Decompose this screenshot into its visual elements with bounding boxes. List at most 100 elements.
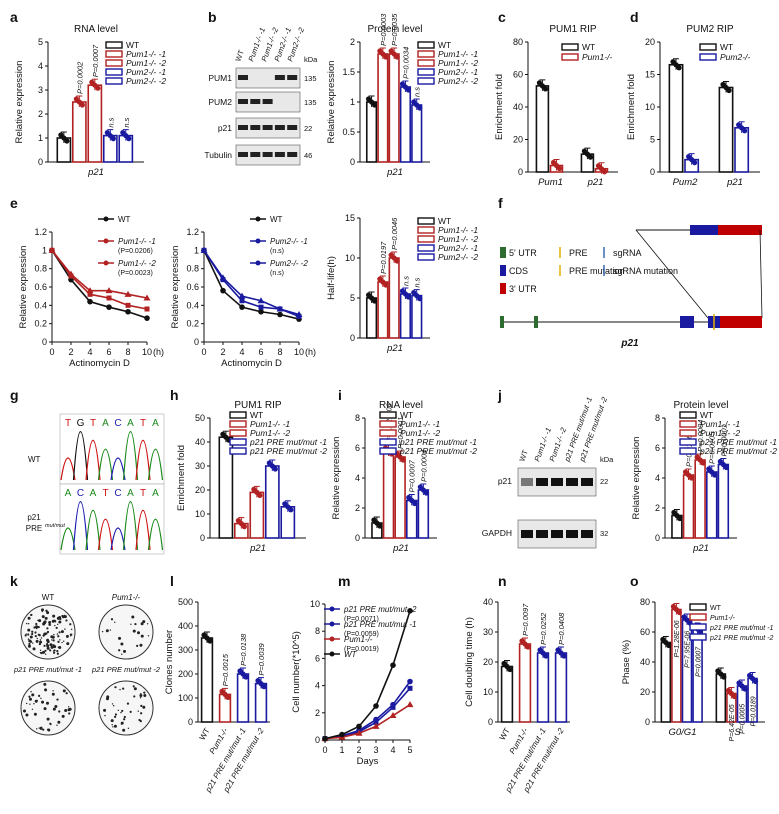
legend-swatch [500, 283, 506, 294]
exon-block [500, 316, 504, 328]
legend-swatch [699, 53, 717, 61]
colony [113, 724, 117, 728]
y-tick-label: 40 [513, 102, 523, 112]
data-dot [712, 472, 718, 478]
y-axis-title: Enrichment fold [626, 74, 637, 140]
colony [56, 633, 59, 635]
data-dot [742, 128, 748, 134]
y-tick-label: 8 [315, 626, 320, 636]
chart-m: 0 2 4 6 8 10 Cell number(*10^5) 0 1 2 3 4 5 Days p21 P… [291, 599, 417, 767]
y-tick-label: 2 [315, 708, 320, 718]
blot-row-label: p21 [498, 476, 512, 486]
y-axis-title: Relative expression [14, 61, 25, 144]
p-value: P=0.0252 [539, 612, 548, 645]
bar-p21 PRE mut/mut -1 [536, 652, 550, 723]
p-value: P=0.0007 [695, 646, 702, 677]
base-call: T [65, 418, 71, 429]
y-tick-label: 1 [350, 97, 355, 107]
colony [43, 682, 47, 686]
y-tick-label: 10 [483, 687, 493, 697]
y-tick-label: 15 [645, 70, 655, 80]
point [356, 723, 362, 730]
colony [60, 630, 64, 634]
legend-label: 3' UTR [509, 284, 537, 294]
legend-label: p21 PRE mut/mut -2 [249, 446, 327, 456]
bar-p21 PRE mut/mut -1 [236, 673, 250, 723]
bar-Pum1-/- -1 [382, 450, 395, 539]
x-axis-title: p21 [87, 167, 104, 178]
p-value: (P=0.0023) [118, 270, 153, 277]
x-axis-title: Actinomycin D [221, 358, 282, 369]
point [106, 304, 112, 310]
trace-peak [72, 501, 89, 551]
data-dot [394, 54, 400, 60]
kda-marker: 22 [600, 477, 608, 486]
utr-block [718, 225, 762, 235]
colony [120, 711, 122, 714]
colony [46, 627, 49, 630]
colony [53, 651, 56, 654]
bar-Pum2-/- -2 [411, 104, 423, 163]
point [277, 311, 283, 318]
point [322, 735, 328, 742]
colony [136, 644, 139, 647]
p-value: P=0.0034 [401, 47, 410, 79]
legend-swatch [679, 429, 697, 437]
x-tick-label: 4 [239, 347, 244, 357]
y-tick-label: 40 [640, 657, 650, 667]
blot-band [566, 478, 578, 486]
colony [57, 635, 60, 638]
legend-swatch [417, 77, 435, 85]
y-tick-label: 20 [645, 37, 655, 47]
colony [39, 640, 43, 644]
blot-band [274, 75, 285, 80]
data-dot [405, 294, 412, 300]
colony [140, 704, 143, 707]
panel-letter-a: a [10, 9, 18, 25]
y-tick-label: 1 [38, 133, 43, 143]
colony [27, 644, 31, 648]
data-dot [601, 169, 608, 175]
legend-marker [329, 606, 335, 612]
colony [66, 642, 70, 646]
data-dot [207, 638, 213, 644]
data-dot [731, 693, 738, 700]
legend-swatch [379, 438, 397, 446]
data-dot [272, 466, 278, 472]
p-value: (P=0.0059) [344, 631, 379, 638]
x-axis-title: p21 [386, 167, 403, 178]
legend-label: p21 PRE mut/mut -1 [399, 437, 477, 447]
cds-block [680, 316, 694, 328]
legend-swatch [417, 226, 435, 234]
colony [49, 722, 52, 725]
legend-label: WT [582, 42, 595, 52]
legend-label: Pum1-/- -2 [250, 428, 290, 438]
point [67, 270, 75, 277]
colony [140, 622, 144, 626]
colony [123, 715, 126, 719]
base-call: A [152, 418, 159, 429]
y-tick-label: 5 [350, 293, 355, 303]
data-dot [110, 136, 116, 142]
legend-label: Pum2-/- -2 [438, 76, 478, 86]
y-tick-label: 0 [194, 337, 199, 347]
colony [44, 653, 47, 655]
point [220, 287, 226, 294]
colony [42, 622, 45, 625]
colony [43, 632, 47, 636]
colony [101, 630, 104, 633]
colony [122, 687, 125, 690]
colony [134, 622, 137, 626]
colony [136, 631, 140, 635]
y-tick-label: 6 [315, 653, 320, 663]
chart-d: 0 5 10 15 20 Enrichment fold PUM2 RIP Pum2 p21 WT… [626, 24, 760, 188]
zoom-line [759, 229, 763, 319]
point [239, 304, 245, 310]
colony [106, 695, 110, 699]
colony [140, 692, 142, 695]
p-value: (P=0.0071) [344, 616, 379, 623]
bar-Pum1-/- -1 [377, 53, 389, 163]
data-dot [261, 684, 267, 690]
colony [41, 610, 43, 613]
p-value: P=0.0197 [379, 241, 388, 274]
